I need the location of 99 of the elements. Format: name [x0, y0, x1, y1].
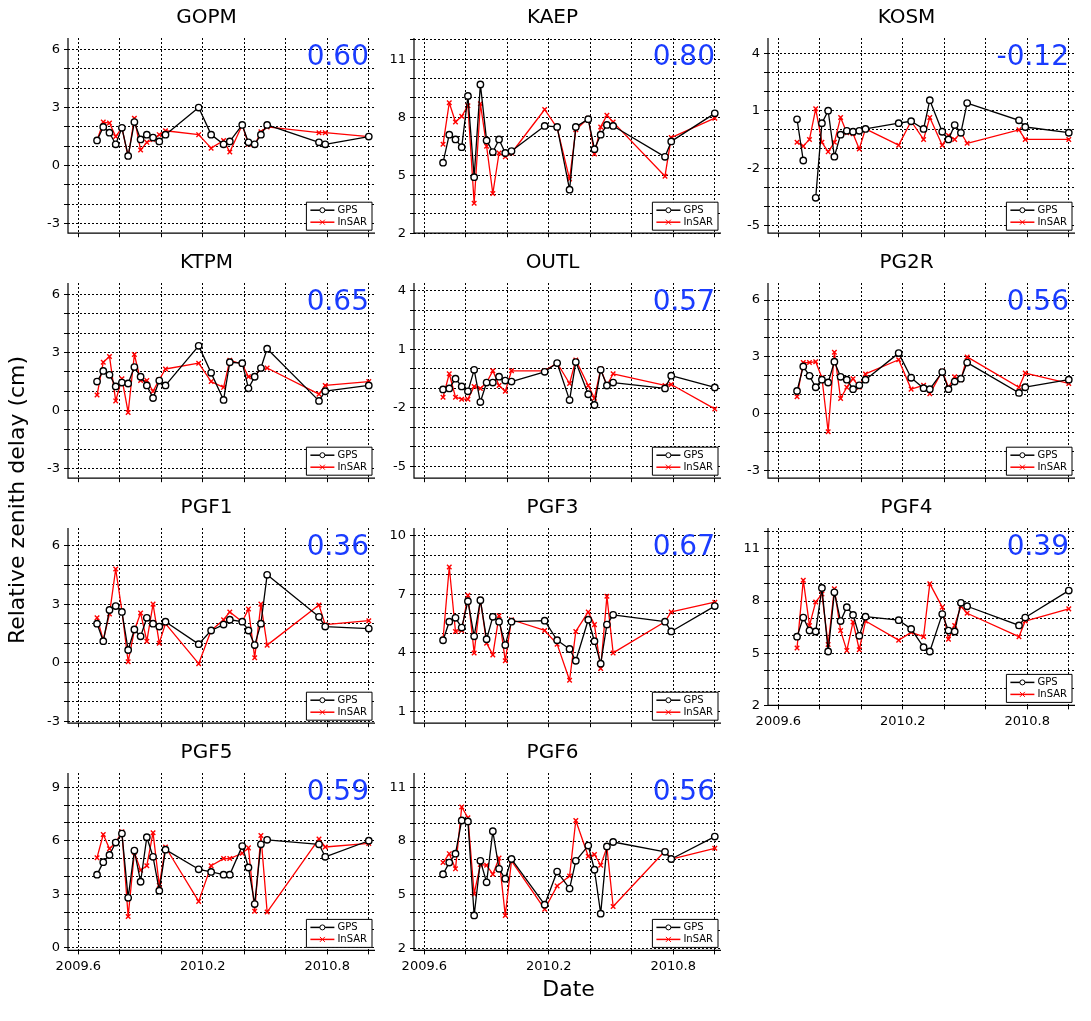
- legend-label: GPS: [337, 203, 358, 215]
- y-tick-label: 6: [51, 832, 60, 848]
- y-tick-label: 1: [397, 340, 406, 356]
- y-tick-label: 0: [51, 654, 60, 670]
- legend-label: GPS: [683, 693, 704, 705]
- y-tick-label: -3: [47, 459, 60, 475]
- legend-label: InSAR: [683, 705, 714, 717]
- y-tick-label: 9: [51, 778, 60, 794]
- y-tick-label: 11: [743, 540, 760, 556]
- y-tick-label: 2: [397, 224, 406, 240]
- annotation: 0.59: [306, 774, 369, 808]
- legend-label: GPS: [337, 448, 358, 460]
- y-tick-label: 3: [51, 343, 60, 359]
- y-tick-label: 8: [397, 108, 406, 124]
- y-tick-label: 3: [51, 98, 60, 114]
- x-tick-label: 2009.6: [401, 957, 448, 973]
- x-tick-label: 2010.2: [526, 957, 572, 973]
- chart-title: OUTL: [525, 249, 581, 274]
- annotation: 0.56: [1006, 284, 1069, 318]
- y-tick-label: 8: [751, 592, 760, 608]
- chart-title: PG2R: [879, 249, 934, 274]
- legend-label: InSAR: [337, 460, 368, 472]
- chart-title: KOSM: [877, 4, 936, 29]
- legend-label: InSAR: [337, 705, 368, 717]
- legend-label: GPS: [683, 920, 704, 932]
- y-tick-label: 3: [51, 885, 60, 901]
- legend-label: InSAR: [1037, 460, 1068, 472]
- legend-label: GPS: [1037, 203, 1058, 215]
- chart-title: KTPM: [179, 249, 234, 274]
- legend-label: GPS: [337, 693, 358, 705]
- x-axis-title: Date: [542, 976, 595, 1001]
- y-tick-label: 2: [397, 939, 406, 955]
- y-tick-label: 8: [397, 832, 406, 848]
- y-tick-label: 0: [51, 939, 60, 955]
- annotation: -0.12: [996, 39, 1069, 73]
- y-tick-label: 1: [751, 102, 760, 118]
- legend-label: InSAR: [1037, 215, 1068, 227]
- y-tick-label: 6: [751, 291, 760, 307]
- y-tick-label: 11: [389, 50, 406, 66]
- legend-label: InSAR: [683, 460, 714, 472]
- y-tick-label: -5: [393, 457, 406, 473]
- y-tick-label: 2: [751, 696, 760, 712]
- chart-title: PGF6: [526, 739, 579, 764]
- legend-label: GPS: [683, 203, 704, 215]
- x-tick-label: 2010.2: [180, 957, 226, 973]
- legend-label: GPS: [1037, 675, 1058, 687]
- y-tick-label: 6: [51, 40, 60, 56]
- y-tick-label: -3: [47, 712, 60, 728]
- y-tick-label: 5: [751, 644, 760, 660]
- y-tick-label: 0: [51, 156, 60, 172]
- y-tick-label: 4: [397, 282, 406, 298]
- y-tick-label: -5: [747, 216, 760, 232]
- annotation: 0.80: [652, 39, 715, 73]
- y-tick-label: -2: [747, 159, 760, 175]
- chart-title: PGF4: [880, 494, 933, 519]
- x-tick-label: 2010.2: [880, 712, 926, 728]
- legend-label: InSAR: [337, 215, 368, 227]
- legend-label: GPS: [337, 920, 358, 932]
- chart-title: KAEP: [526, 4, 579, 29]
- y-tick-label: 7: [397, 585, 406, 601]
- annotation: 0.57: [652, 284, 715, 318]
- y-tick-label: -2: [393, 399, 406, 415]
- chart-title: PGF3: [526, 494, 579, 519]
- y-tick-label: -3: [747, 461, 760, 477]
- annotation: 0.67: [652, 529, 715, 563]
- y-tick-label: 11: [389, 778, 406, 794]
- annotation: 0.36: [306, 529, 369, 563]
- legend-label: InSAR: [683, 932, 714, 944]
- y-tick-label: 0: [751, 405, 760, 421]
- chart-title: PGF1: [180, 494, 233, 519]
- x-tick-label: 2009.6: [755, 712, 802, 728]
- y-tick-label: 3: [751, 348, 760, 364]
- y-tick-label: 5: [397, 886, 406, 902]
- y-tick-label: 3: [51, 595, 60, 611]
- y-tick-label: 4: [751, 44, 760, 60]
- chart-title: GOPM: [176, 4, 237, 29]
- legend-label: GPS: [683, 448, 704, 460]
- y-tick-label: 6: [51, 285, 60, 301]
- x-tick-label: 2010.8: [304, 957, 351, 973]
- chart-title: PGF5: [180, 739, 233, 764]
- y-tick-label: 0: [51, 401, 60, 417]
- y-tick-label: 10: [389, 527, 406, 543]
- annotation: 0.65: [306, 284, 369, 318]
- legend-label: GPS: [1037, 448, 1058, 460]
- x-tick-label: 2009.6: [55, 957, 102, 973]
- y-tick-label: -3: [47, 214, 60, 230]
- legend-label: InSAR: [337, 932, 368, 944]
- annotation: 0.56: [652, 774, 715, 808]
- legend-label: InSAR: [683, 215, 714, 227]
- x-tick-label: 2010.8: [650, 957, 697, 973]
- y-tick-label: 1: [397, 702, 406, 718]
- y-axis-title: Relative zenith delay (cm): [3, 355, 29, 645]
- legend-label: InSAR: [1037, 687, 1068, 699]
- x-tick-label: 2010.8: [1004, 712, 1051, 728]
- y-tick-label: 5: [397, 166, 406, 182]
- annotation: 0.39: [1006, 529, 1069, 563]
- y-tick-label: 4: [397, 644, 406, 660]
- annotation: 0.60: [306, 39, 369, 73]
- y-tick-label: 6: [51, 536, 60, 552]
